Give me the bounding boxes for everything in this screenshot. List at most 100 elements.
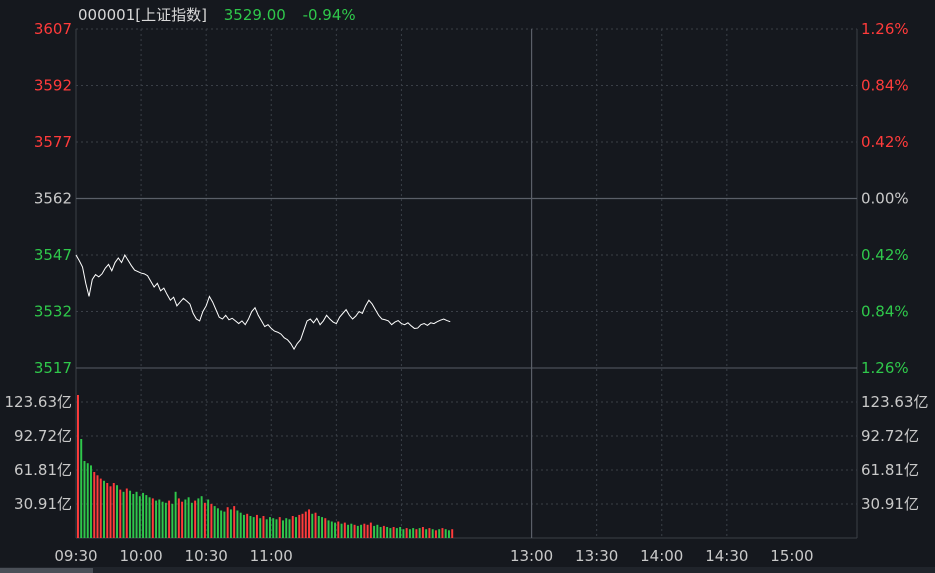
volume-bar	[119, 489, 122, 538]
percent-tick-label: 0.42%	[861, 246, 909, 264]
volume-bar	[135, 491, 138, 538]
volume-bar	[190, 502, 193, 538]
volume-bar	[265, 519, 268, 538]
volume-bar	[83, 460, 86, 538]
volume-bar	[90, 465, 92, 538]
volume-bar	[181, 501, 184, 538]
price-tick-label: 3532	[34, 303, 72, 321]
volume-bar	[360, 524, 363, 538]
volume-bar	[343, 522, 346, 538]
volume-bar	[298, 514, 301, 538]
volume-bar	[451, 529, 454, 538]
time-tick-label: 10:00	[119, 547, 162, 565]
volume-bar	[285, 518, 288, 538]
volume-tick-label-right: 61.81亿	[861, 461, 919, 479]
volume-bar	[441, 528, 444, 538]
volume-bar	[421, 526, 424, 538]
volume-tick-label-right: 92.72亿	[861, 427, 919, 445]
volume-bar	[203, 502, 206, 538]
volume-bar	[138, 496, 141, 538]
change-percent: -0.94%	[302, 6, 356, 24]
volume-bar	[350, 523, 353, 538]
volume-bar	[311, 513, 314, 538]
volume-bar	[171, 503, 174, 538]
volume-bar	[382, 525, 385, 538]
volume-bar	[282, 520, 284, 538]
volume-bar	[415, 529, 418, 538]
volume-bar	[177, 498, 180, 538]
volume-bar	[148, 497, 151, 538]
time-tick-label: 13:00	[510, 547, 553, 565]
volume-bar	[434, 530, 437, 538]
percent-tick-label: 0.00%	[861, 190, 909, 208]
volume-bar	[278, 517, 281, 538]
volume-bar	[80, 438, 83, 538]
percent-tick-label: 0.84%	[861, 303, 909, 321]
volume-bar	[431, 529, 434, 538]
volume-bar	[366, 524, 369, 538]
volume-tick-label-right: 123.63亿	[861, 393, 929, 411]
volume-bar	[399, 526, 402, 538]
grid-lines	[75, 28, 858, 539]
volume-bar	[229, 509, 232, 538]
price-tick-label: 3562	[34, 190, 72, 208]
volume-bar	[308, 509, 310, 538]
volume-bar	[295, 517, 297, 538]
volume-bar	[112, 482, 115, 538]
volume-bar	[252, 517, 255, 538]
volume-bar	[347, 524, 350, 538]
quote-header: 000001[上证指数] 3529.00 -0.94%	[78, 4, 368, 25]
volume-bar	[187, 497, 190, 538]
volume-bar	[93, 471, 96, 538]
volume-bar	[174, 491, 177, 538]
volume-bar	[142, 492, 145, 538]
volume-tick-label: 61.81亿	[14, 461, 72, 479]
volume-bar	[164, 502, 167, 538]
scrollbar-thumb[interactable]	[0, 568, 93, 573]
volume-bar	[447, 530, 450, 538]
volume-bar	[226, 507, 229, 538]
volume-bar	[220, 510, 223, 538]
price-tick-label: 3547	[34, 246, 72, 264]
volume-bar	[353, 524, 356, 538]
scrollbar[interactable]	[0, 567, 935, 573]
volume-bar	[122, 491, 125, 538]
volume-bar	[109, 486, 112, 538]
volume-bar	[395, 528, 398, 538]
percent-tick-label: 1.26%	[861, 20, 909, 38]
volume-bar	[288, 519, 291, 538]
volume-bar	[86, 463, 89, 538]
volume-bar	[106, 482, 109, 538]
volume-bar	[386, 526, 389, 538]
price-tick-label: 3592	[34, 77, 72, 95]
price-tick-label: 3577	[34, 133, 72, 151]
index-code: 000001[上证指数]	[78, 6, 207, 24]
volume-bar	[116, 485, 119, 538]
last-price: 3529.00	[223, 6, 286, 24]
time-tick-label: 10:30	[185, 547, 228, 565]
volume-tick-label: 123.63亿	[5, 393, 73, 411]
volume-bar	[233, 506, 236, 538]
time-tick-label: 15:00	[770, 547, 813, 565]
volume-bar	[77, 394, 79, 538]
volume-bar	[255, 514, 258, 538]
volume-bar	[438, 529, 441, 538]
volume-bar	[242, 514, 245, 538]
volume-bar	[145, 495, 148, 538]
axis-labels: 3607 1.26% 3592 0.84% 3577 0.42% 3562 0.00% 3547…	[5, 20, 929, 565]
volume-bar	[207, 499, 210, 538]
volume-bar	[272, 518, 275, 538]
time-tick-label: 13:30	[575, 547, 618, 565]
volume-bar	[291, 515, 294, 538]
price-line-group	[75, 253, 451, 351]
volume-bar	[317, 515, 320, 538]
volume-bar	[168, 500, 171, 538]
volume-bar	[239, 512, 242, 538]
volume-bar	[314, 512, 317, 538]
volume-bar	[389, 528, 392, 538]
volume-bar	[99, 478, 102, 538]
volume-bar	[373, 525, 376, 538]
volume-bar	[223, 511, 226, 538]
volume-bar	[246, 513, 249, 538]
time-tick-label: 09:30	[54, 547, 97, 565]
